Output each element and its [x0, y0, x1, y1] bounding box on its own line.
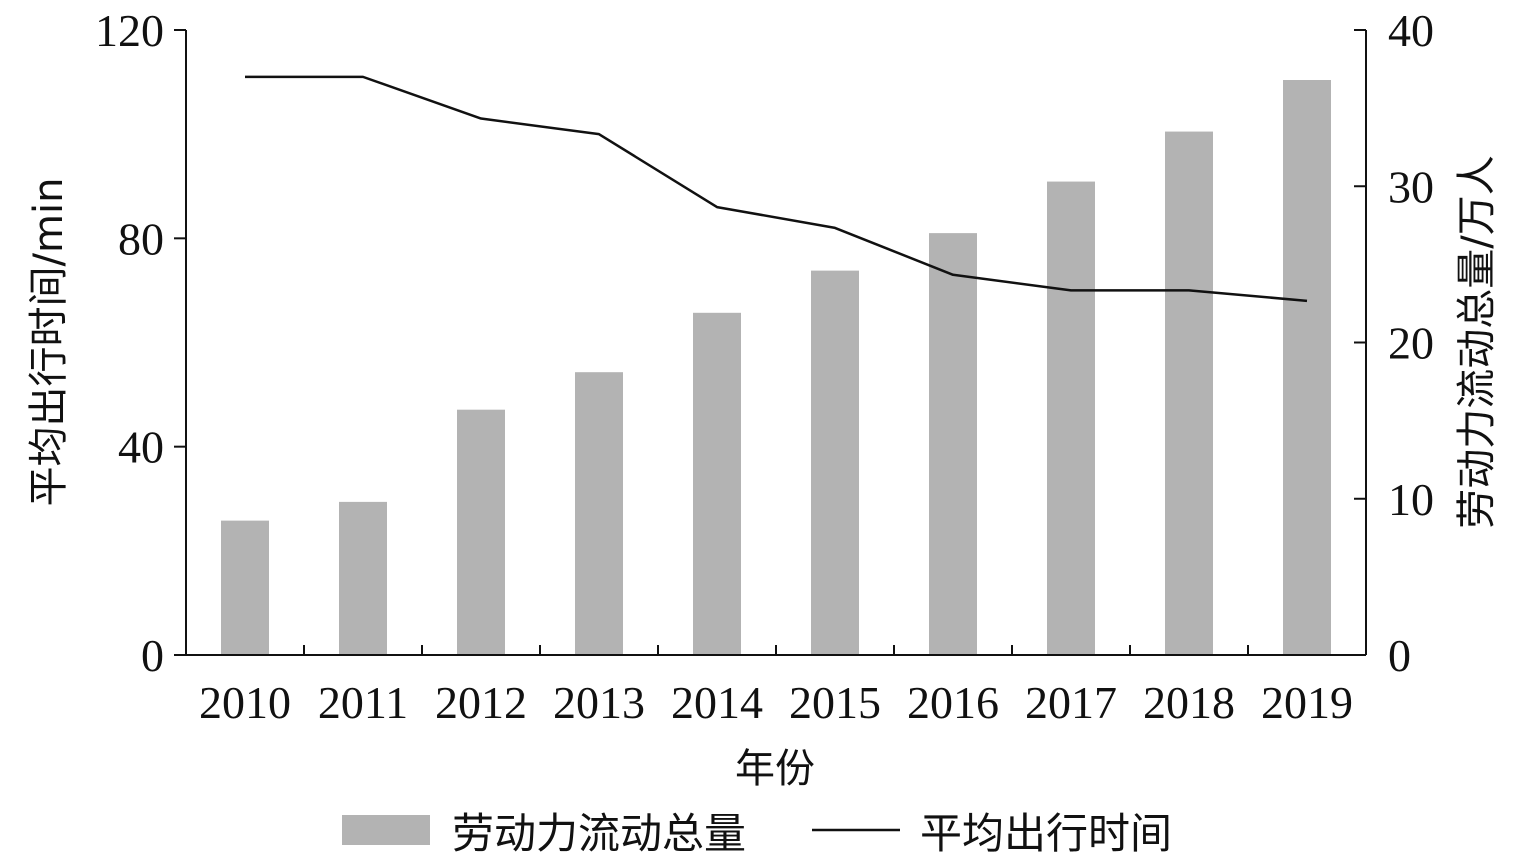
x-tick-label-2016: 2016 — [907, 677, 999, 728]
x-tick-label-2014: 2014 — [671, 677, 763, 728]
series-line-travel-time — [245, 75, 1308, 303]
bar-2015 — [811, 270, 859, 655]
x-tick-label-2017: 2017 — [1025, 677, 1117, 728]
x-axis-title: 年份 — [735, 746, 815, 792]
bar-2018 — [1165, 131, 1213, 655]
axes-layer: 0 40 80 120 0 10 20 30 40 2010 2011 2012 2013 2014 201… — [95, 5, 1434, 728]
y-right-tick-label-20: 20 — [1388, 318, 1434, 369]
y-left-tick-label-80: 80 — [118, 213, 164, 264]
x-tick-label-2011: 2011 — [318, 677, 408, 728]
bar-2012 — [457, 409, 505, 655]
x-tick-label-2018: 2018 — [1143, 677, 1235, 728]
x-tick-label-2015: 2015 — [789, 677, 881, 728]
legend-bar-swatch — [342, 815, 430, 845]
bar-2017 — [1047, 181, 1095, 655]
bar-2016 — [929, 233, 977, 655]
x-tick-label-2010: 2010 — [199, 677, 291, 728]
y-left-tick-label-0: 0 — [141, 630, 164, 681]
x-tick-label-2012: 2012 — [435, 677, 527, 728]
x-tick-label-2019: 2019 — [1261, 677, 1353, 728]
y-left-tick-label-120: 120 — [95, 5, 164, 56]
line-layer — [245, 75, 1308, 303]
legend-line-label: 平均出行时间 — [920, 809, 1172, 857]
bar-2011 — [339, 501, 387, 655]
bar-2010 — [221, 520, 269, 655]
y-right-axis-title: 劳动力流动总量/万人 — [1454, 155, 1500, 528]
bars-layer — [221, 80, 1331, 655]
bar-2013 — [575, 372, 623, 655]
labels-layer: 年份 平均出行时间/min 劳动力流动总量/万人 — [26, 155, 1500, 792]
y-right-tick-label-0: 0 — [1388, 630, 1411, 681]
legend: 劳动力流动总量 平均出行时间 — [342, 809, 1172, 857]
y-right-tick-label-10: 10 — [1388, 474, 1434, 525]
y-left-axis-title: 平均出行时间/min — [26, 178, 72, 507]
y-right-tick-label-40: 40 — [1388, 5, 1434, 56]
y-right-tick-label-30: 30 — [1388, 161, 1434, 212]
x-tick-label-2013: 2013 — [553, 677, 645, 728]
legend-bar-label: 劳动力流动总量 — [452, 809, 746, 857]
bar-2019 — [1283, 80, 1331, 655]
bar-2014 — [693, 312, 741, 655]
y-left-tick-label-40: 40 — [118, 422, 164, 473]
